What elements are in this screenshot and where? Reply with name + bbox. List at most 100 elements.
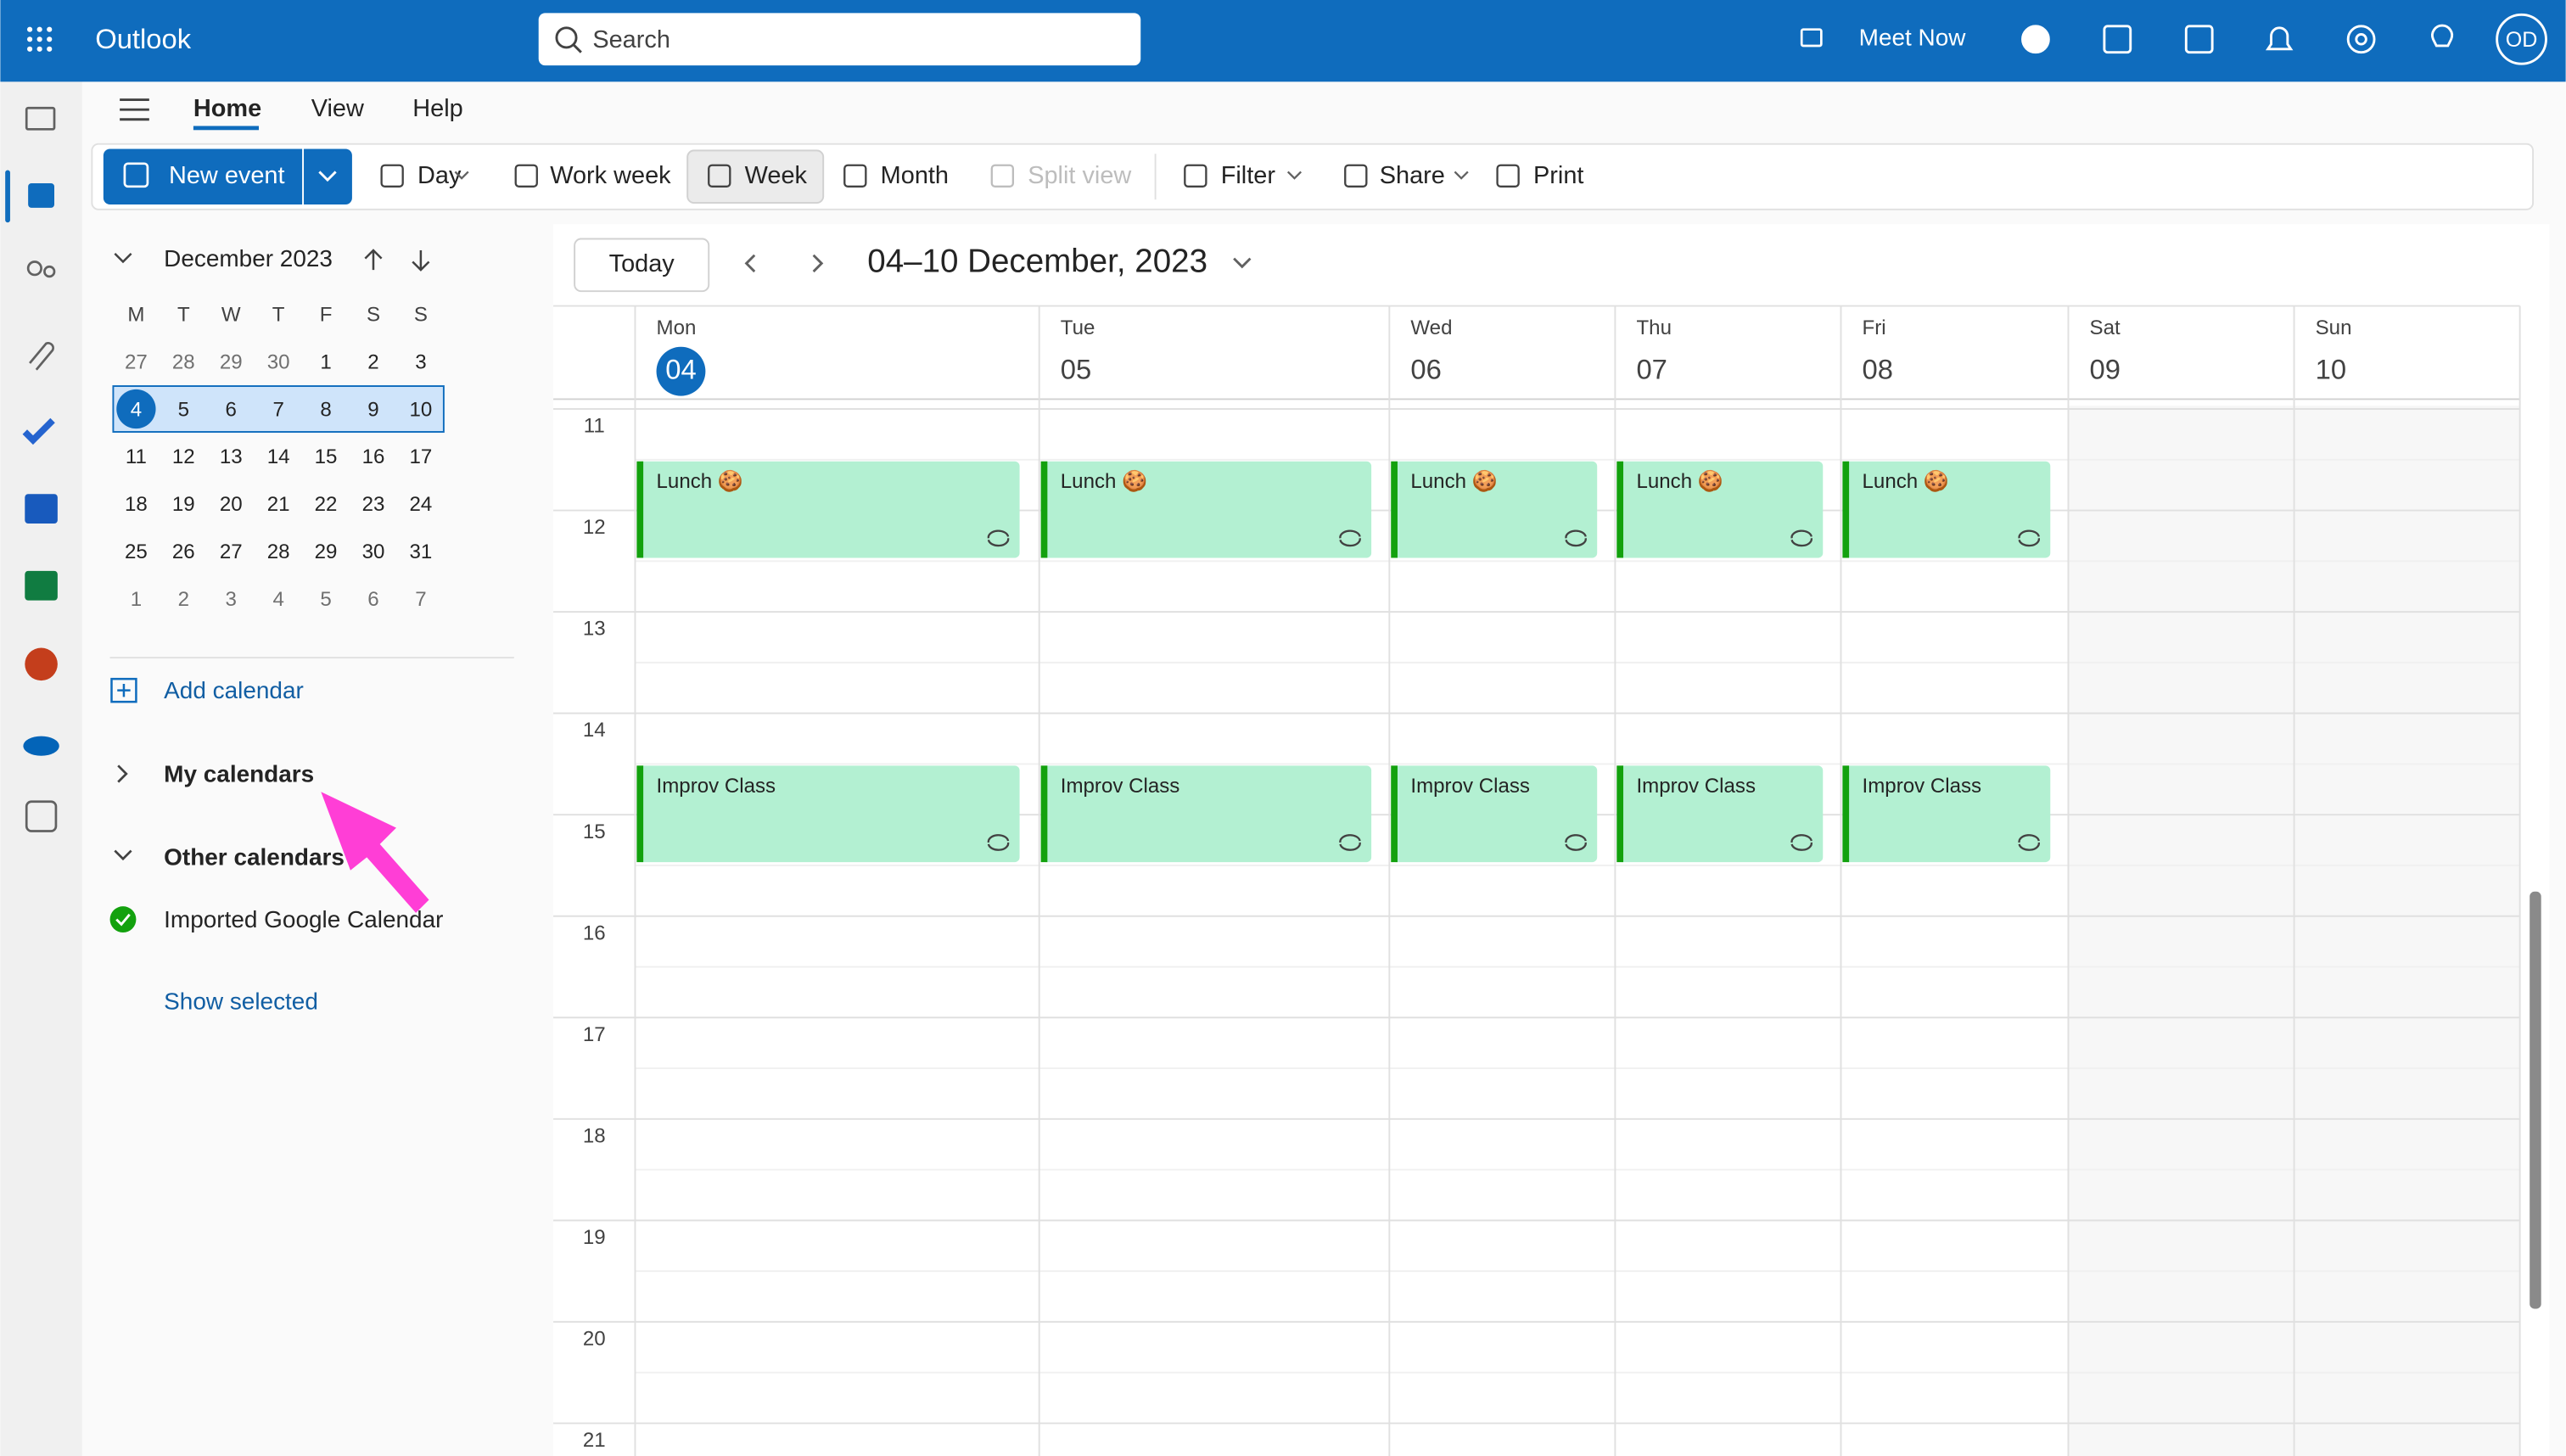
mini-day[interactable]: 2 <box>367 350 378 373</box>
mini-day[interactable]: 30 <box>267 350 290 373</box>
event[interactable] <box>636 765 1020 863</box>
toolbar-button[interactable]: Print <box>1533 162 1583 189</box>
meet-now[interactable]: Meet Now <box>1859 25 1967 51</box>
toolbar-button[interactable]: Share <box>1380 162 1445 189</box>
mini-day[interactable]: 5 <box>320 588 331 611</box>
event[interactable] <box>1616 765 1824 863</box>
mini-day[interactable]: 29 <box>220 350 243 373</box>
mini-day[interactable]: 6 <box>367 588 378 611</box>
toolbar-button[interactable]: Day <box>417 162 462 189</box>
day-name: Sat <box>2090 316 2121 339</box>
mini-day[interactable]: 23 <box>362 493 385 516</box>
toolbar-button[interactable]: Work week <box>550 162 671 189</box>
header-icons[interactable] <box>2021 13 2547 65</box>
calendar-name[interactable]: Imported Google Calendar <box>164 906 443 932</box>
mini-nav[interactable] <box>114 249 430 272</box>
tab[interactable]: Help <box>412 95 462 122</box>
mini-day[interactable]: 4 <box>131 398 142 421</box>
mini-day[interactable]: 15 <box>315 445 338 468</box>
add-calendar-icon[interactable] <box>110 677 137 703</box>
mini-day[interactable]: 7 <box>415 588 426 611</box>
expand-icons[interactable] <box>114 764 132 861</box>
mini-day[interactable]: 28 <box>267 540 290 563</box>
mini-day[interactable]: 29 <box>315 540 338 563</box>
toolbar-button[interactable]: Month <box>881 162 949 189</box>
mini-day[interactable]: 7 <box>272 398 283 421</box>
toolbar-button[interactable]: Filter <box>1221 162 1276 189</box>
event[interactable] <box>1616 461 1824 558</box>
mini-day[interactable]: 1 <box>320 350 331 373</box>
mini-day[interactable]: 22 <box>315 493 338 516</box>
mini-day[interactable]: 28 <box>172 350 195 373</box>
event[interactable] <box>1391 765 1598 863</box>
mini-day[interactable]: 3 <box>415 350 426 373</box>
mini-day[interactable]: 8 <box>320 398 331 421</box>
mini-day[interactable]: 5 <box>178 398 189 421</box>
event[interactable] <box>1040 461 1372 558</box>
event[interactable] <box>636 461 1020 558</box>
event[interactable] <box>1842 461 2051 558</box>
other-calendars[interactable]: Other calendars <box>164 844 345 871</box>
today-button[interactable]: Today <box>609 250 675 277</box>
event[interactable] <box>1391 461 1598 558</box>
tab[interactable]: Home <box>193 95 261 122</box>
mini-day[interactable]: 3 <box>226 588 237 611</box>
mini-day[interactable]: 14 <box>267 445 290 468</box>
mini-day[interactable]: 19 <box>172 493 195 516</box>
toolbar-button[interactable]: Week <box>745 162 808 189</box>
mini-day[interactable]: 21 <box>267 493 290 516</box>
search-box[interactable] <box>538 13 1141 66</box>
day-date: 04 <box>665 353 696 384</box>
mini-day[interactable]: 26 <box>172 540 195 563</box>
mini-day[interactable]: 31 <box>409 540 432 563</box>
mini-day[interactable]: 13 <box>220 445 243 468</box>
mini-day[interactable]: 20 <box>220 493 243 516</box>
mini-day[interactable]: 10 <box>409 398 432 421</box>
calendar-check[interactable] <box>109 906 137 933</box>
dropdown-icon[interactable] <box>318 171 337 182</box>
date-range[interactable]: 04–10 December, 2023 <box>867 244 1207 280</box>
event[interactable] <box>1040 765 1372 863</box>
mini-day[interactable]: 11 <box>126 445 147 468</box>
new-event-button[interactable] <box>103 148 352 205</box>
mini-month[interactable]: December 2023 <box>164 245 333 272</box>
nav-arrows[interactable] <box>744 254 1252 273</box>
event-title: Improv Class <box>1410 775 1530 798</box>
mini-day[interactable]: 27 <box>220 540 243 563</box>
show-selected[interactable]: Show selected <box>164 988 318 1014</box>
mini-day[interactable]: 30 <box>362 540 385 563</box>
my-calendars[interactable]: My calendars <box>164 760 314 787</box>
weekday: S <box>414 303 428 326</box>
dropdown-icon[interactable] <box>1454 171 1469 180</box>
mini-day[interactable]: 27 <box>125 350 148 373</box>
mini-day[interactable]: 16 <box>362 445 385 468</box>
selected-week <box>112 385 445 433</box>
meet-now-icon[interactable] <box>1800 28 1823 48</box>
mini-day[interactable]: 18 <box>125 493 148 516</box>
search-placeholder[interactable]: Search <box>592 26 670 53</box>
menu-button[interactable] <box>120 98 149 121</box>
event[interactable] <box>1842 765 2051 863</box>
mini-day[interactable]: 2 <box>178 588 189 611</box>
mini-day[interactable]: 24 <box>409 493 432 516</box>
mini-day[interactable]: 9 <box>367 398 378 421</box>
scrollbar[interactable] <box>2530 891 2541 1309</box>
app-launcher[interactable] <box>26 26 53 52</box>
dropdown-icon[interactable] <box>1286 171 1303 180</box>
top-bar <box>0 0 2566 82</box>
mini-day[interactable]: 12 <box>172 445 195 468</box>
mini-day[interactable]: 17 <box>409 445 432 468</box>
mini-day[interactable]: 1 <box>131 588 142 611</box>
dropdown-icon[interactable] <box>454 171 469 180</box>
mini-day[interactable]: 25 <box>125 540 148 563</box>
today-button[interactable] <box>574 238 710 293</box>
mini-day[interactable]: 6 <box>226 398 237 421</box>
add-calendar[interactable]: Add calendar <box>164 677 304 703</box>
mini-day[interactable]: 4 <box>272 588 283 611</box>
tab[interactable]: View <box>311 95 364 122</box>
new-event[interactable]: New event <box>169 162 285 189</box>
avatar[interactable]: OD <box>2506 28 2538 52</box>
nav-icons[interactable] <box>5 106 59 832</box>
event-title: Lunch 🍪 <box>1863 469 1949 493</box>
